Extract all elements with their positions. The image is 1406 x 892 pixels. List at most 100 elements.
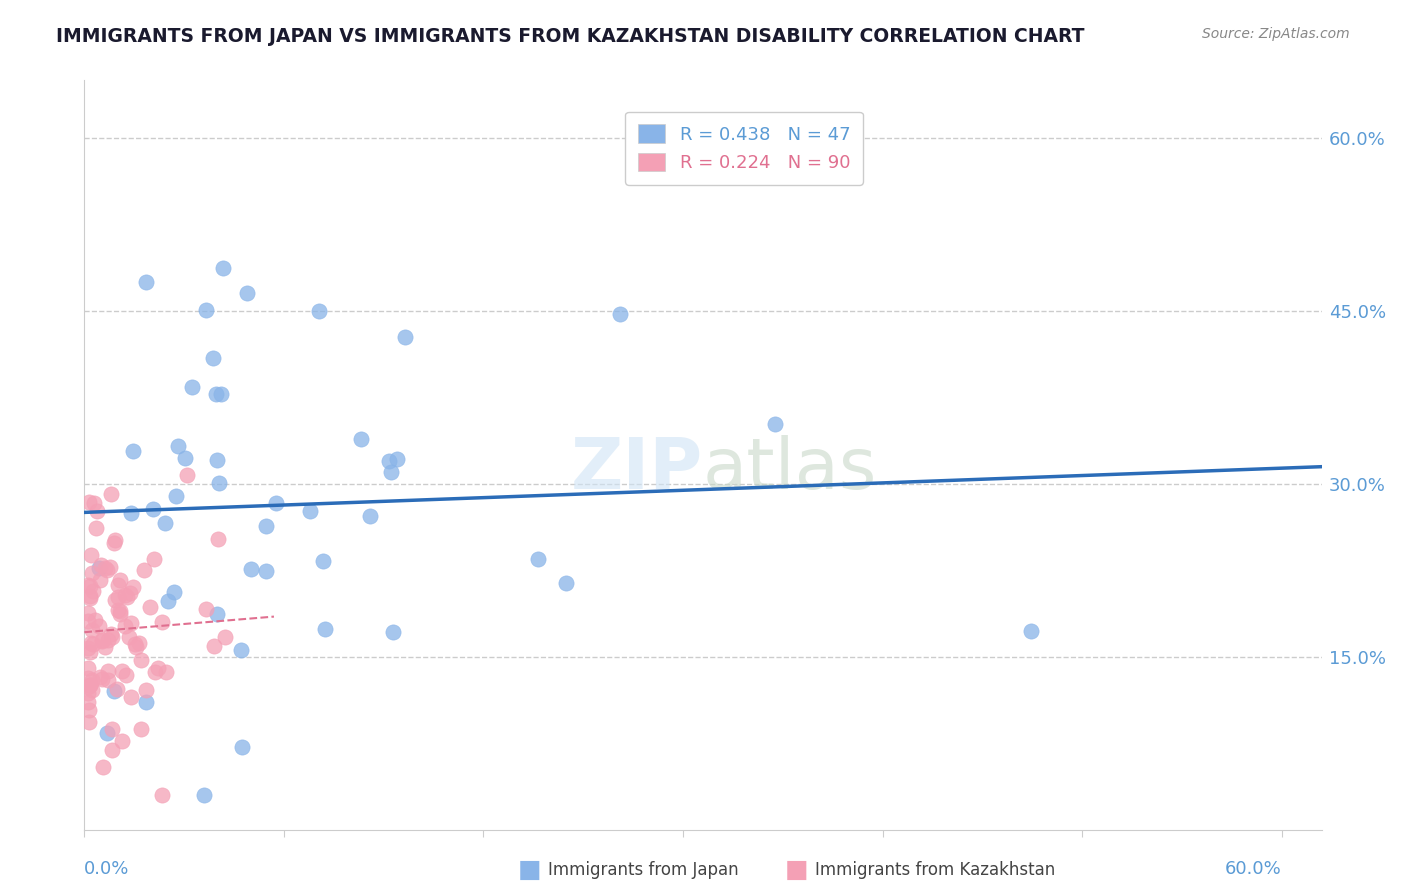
- Point: [89, 573, 111, 587]
- Point: [96, 563, 118, 577]
- Point: [100, 630, 122, 644]
- Point: [153, 516, 176, 530]
- Point: [118, 630, 141, 644]
- Point: [135, 276, 157, 290]
- Point: [377, 454, 399, 468]
- Point: [299, 504, 322, 518]
- Point: [174, 450, 197, 465]
- Point: [82, 682, 104, 697]
- Point: [143, 665, 166, 680]
- Point: [111, 664, 134, 678]
- Point: [107, 578, 129, 592]
- Point: [236, 286, 259, 301]
- Point: [211, 260, 233, 275]
- Point: [312, 554, 335, 568]
- Point: [108, 607, 131, 621]
- Point: [194, 302, 217, 317]
- Point: [83, 496, 105, 510]
- Point: [118, 586, 141, 600]
- Point: [394, 330, 416, 344]
- Point: [77, 606, 100, 620]
- Point: [155, 665, 177, 679]
- Point: [121, 444, 143, 458]
- Point: [77, 680, 100, 694]
- Point: [156, 594, 179, 608]
- Point: [100, 627, 122, 641]
- Text: ZIP: ZIP: [571, 435, 703, 504]
- Point: [380, 466, 402, 480]
- Point: [97, 633, 120, 648]
- Point: [194, 601, 217, 615]
- Point: [205, 387, 228, 401]
- Point: [87, 561, 110, 575]
- Point: [208, 476, 231, 491]
- Point: [107, 603, 129, 617]
- Point: [107, 590, 129, 604]
- Point: [77, 661, 100, 675]
- Point: [609, 307, 631, 321]
- Point: [104, 593, 127, 607]
- Point: [555, 576, 578, 591]
- Point: [214, 630, 236, 644]
- Point: [80, 636, 103, 650]
- Point: [77, 686, 100, 700]
- Point: [94, 640, 117, 655]
- Point: [83, 613, 105, 627]
- Point: [163, 585, 186, 599]
- Point: [80, 673, 103, 687]
- Point: [231, 739, 253, 754]
- Text: 60.0%: 60.0%: [1225, 860, 1282, 878]
- Point: [79, 678, 101, 692]
- Point: [86, 504, 108, 518]
- Point: [111, 734, 134, 748]
- Point: [231, 642, 253, 657]
- Point: [385, 452, 408, 467]
- Point: [114, 619, 136, 633]
- Point: [103, 536, 125, 550]
- Point: [77, 671, 100, 685]
- Point: [114, 588, 136, 602]
- Point: [120, 507, 142, 521]
- Point: [98, 559, 121, 574]
- Point: [80, 624, 103, 638]
- Point: [87, 618, 110, 632]
- Point: [763, 417, 786, 431]
- Point: [166, 439, 188, 453]
- Point: [79, 591, 101, 605]
- Point: [101, 722, 124, 736]
- Point: [165, 489, 187, 503]
- Point: [80, 549, 103, 563]
- Point: [77, 703, 100, 717]
- Point: [97, 664, 120, 678]
- Point: [108, 604, 131, 618]
- Point: [108, 573, 131, 587]
- Text: ■: ■: [517, 858, 541, 881]
- Point: [82, 637, 104, 651]
- Point: [142, 501, 165, 516]
- Point: [90, 673, 112, 687]
- Point: [135, 695, 157, 709]
- Point: [135, 683, 157, 698]
- Text: Source: ZipAtlas.com: Source: ZipAtlas.com: [1202, 27, 1350, 41]
- Point: [77, 494, 100, 508]
- Point: [131, 653, 153, 667]
- Point: [180, 380, 202, 394]
- Point: [120, 690, 142, 704]
- Point: [77, 614, 100, 628]
- Point: [526, 552, 548, 566]
- Point: [79, 677, 101, 691]
- Point: [82, 583, 104, 598]
- Point: [90, 558, 112, 573]
- Point: [89, 670, 111, 684]
- Point: [80, 566, 103, 580]
- Point: [125, 640, 148, 655]
- Point: [314, 623, 336, 637]
- Point: [128, 636, 150, 650]
- Point: [150, 615, 173, 629]
- Point: [77, 695, 100, 709]
- Point: [359, 508, 381, 523]
- Point: [101, 743, 124, 757]
- Point: [240, 562, 263, 576]
- Point: [150, 788, 173, 802]
- Point: [105, 681, 128, 696]
